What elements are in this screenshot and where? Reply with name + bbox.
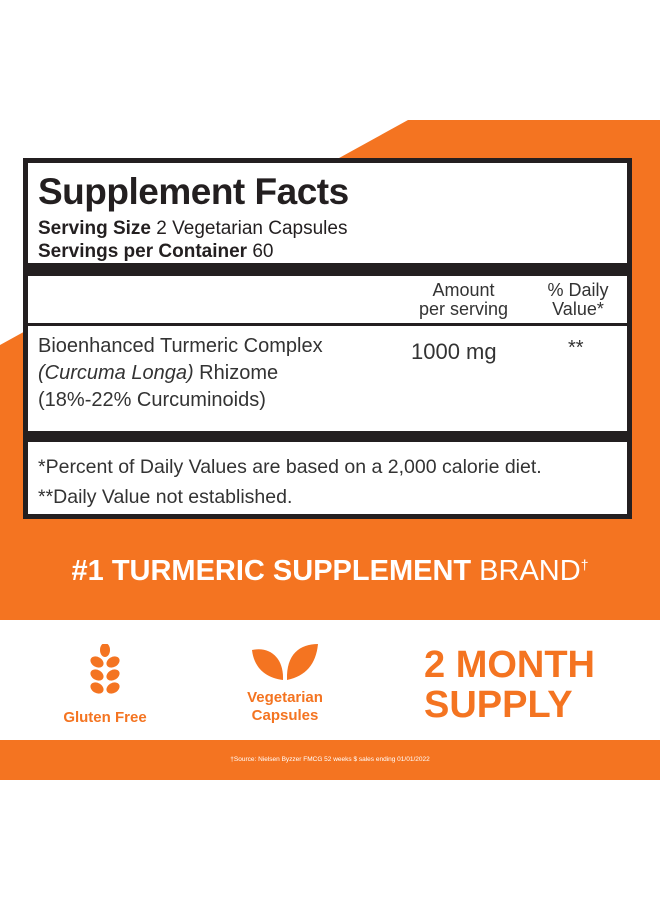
brand-claim-banner: #1 TURMERIC SUPPLEMENT BRAND†: [71, 555, 589, 587]
wheat-icon: [90, 643, 120, 694]
ingredient-name: Bioenhanced Turmeric Complex (Curcuma Lo…: [38, 335, 323, 411]
amount-header: Amount per serving: [418, 280, 509, 319]
servings-per-container: Servings per Container 60: [38, 241, 273, 263]
divider: [28, 323, 627, 326]
daily-value-header: % Daily Value*: [547, 280, 609, 319]
servings-label: Servings per Container: [38, 241, 248, 262]
divider-thick-bottom: [28, 431, 627, 442]
features-row: Gluten Free Vegetarian Capsules: [0, 620, 660, 740]
ingredient-dv: **: [568, 337, 584, 359]
feature-vegetarian-capsules: Vegetarian Capsules: [225, 642, 345, 725]
divider-thick: [28, 263, 627, 276]
supplement-facts-panel: Supplement Facts Serving Size 2 Vegetari…: [23, 158, 632, 519]
leaf-icon: [252, 644, 318, 680]
facts-title: Supplement Facts: [38, 171, 349, 212]
serving-size: Serving Size 2 Vegetarian Capsules: [38, 218, 347, 240]
two-month-supply: 2 MONTH SUPPLY: [424, 644, 595, 726]
footnote-daily-values: *Percent of Daily Values are based on a …: [38, 456, 542, 478]
servings-value: 60: [252, 241, 274, 262]
ingredient-amount: 1000 mg: [411, 339, 497, 364]
footnote-not-established: **Daily Value not established.: [38, 486, 293, 508]
serving-size-label: Serving Size: [38, 218, 151, 239]
feature-gluten-free: Gluten Free: [50, 643, 160, 727]
serving-size-value: 2 Vegetarian Capsules: [156, 218, 348, 239]
source-footnote: †Source: Nielsen Byzzer FMCG 52 weeks $ …: [0, 740, 660, 780]
